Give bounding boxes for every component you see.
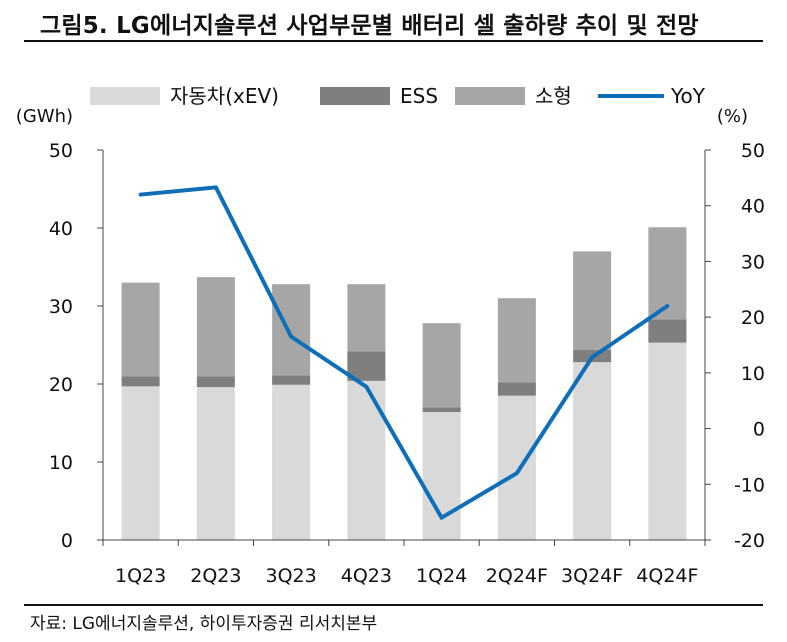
right-tick-label: -10 bbox=[734, 474, 765, 496]
x-tick-label: 4Q23 bbox=[341, 565, 392, 587]
right-tick-label: 10 bbox=[741, 363, 765, 385]
bar-small-4q23 bbox=[347, 284, 386, 352]
x-tick-label: 3Q23 bbox=[266, 565, 317, 587]
legend-ess-label: ESS bbox=[400, 84, 438, 108]
x-tick-label: 2Q23 bbox=[190, 565, 241, 587]
title-divider bbox=[24, 40, 763, 42]
bar-ess-2q23 bbox=[196, 376, 235, 388]
battery-shipment-chart: 0 10 20 30 40 50 -20 -10 0 10 20 30 40 50 1Q23 2Q23 3Q23… bbox=[16, 84, 765, 587]
chart-title: 그림5. LG에너지솔루션 사업부문별 배터리 셀 출하량 추이 및 전망 bbox=[40, 13, 699, 39]
bar-ess-2q24f bbox=[497, 382, 536, 396]
right-tick-label: 50 bbox=[741, 140, 765, 162]
source-divider bbox=[24, 604, 763, 606]
bar-ess-4q24f bbox=[648, 319, 687, 343]
bar-xev-2q24f bbox=[497, 395, 536, 540]
bar-small-1q23 bbox=[121, 282, 160, 377]
legend-xev-swatch bbox=[90, 87, 160, 105]
bar-xev-1q23 bbox=[121, 386, 160, 540]
bar-ess-1q23 bbox=[121, 376, 160, 387]
yoy-line-group bbox=[138, 185, 670, 520]
left-tick-label: 20 bbox=[49, 374, 73, 396]
bar-xev-2q23 bbox=[196, 387, 235, 540]
legend-yoy-label: YoY bbox=[670, 84, 706, 108]
right-axis-unit: (%) bbox=[717, 106, 748, 127]
bar-ess-4q23 bbox=[347, 351, 386, 381]
bar-ess-3q23 bbox=[272, 375, 311, 385]
legend-xev-label: 자동차(xEV) bbox=[170, 84, 279, 108]
bar-ess-1q24 bbox=[422, 407, 461, 413]
x-tick-label: 3Q24F bbox=[561, 565, 623, 587]
axes-group: 0 10 20 30 40 50 -20 -10 0 10 20 30 40 50 1Q23 2Q23 3Q23… bbox=[16, 106, 765, 587]
legend-small-label: 소형 bbox=[535, 84, 572, 108]
x-tick-label: 2Q24F bbox=[486, 565, 548, 587]
x-tick-label: 1Q24 bbox=[416, 565, 467, 587]
bar-small-3q24f bbox=[573, 251, 612, 350]
left-tick-label: 30 bbox=[49, 296, 73, 318]
bar-small-2q23 bbox=[196, 277, 235, 377]
bar-series-group bbox=[121, 227, 687, 540]
bar-xev-3q23 bbox=[272, 384, 311, 540]
x-tick-label: 1Q23 bbox=[115, 565, 166, 587]
bar-xev-4q24f bbox=[648, 342, 687, 540]
bar-small-1q24 bbox=[422, 323, 461, 408]
legend-ess-swatch bbox=[320, 87, 390, 105]
left-axis-unit: (GWh) bbox=[16, 106, 73, 127]
bar-xev-4q23 bbox=[347, 380, 386, 540]
legend-small-swatch bbox=[455, 87, 525, 105]
left-tick-label: 40 bbox=[49, 218, 73, 240]
right-tick-label: 0 bbox=[753, 419, 765, 441]
left-tick-label: 10 bbox=[49, 452, 73, 474]
left-tick-label: 0 bbox=[61, 530, 73, 552]
source-note: 자료: LG에너지솔루션, 하이투자증권 리서치본부 bbox=[30, 614, 378, 634]
bar-xev-3q24f bbox=[573, 362, 612, 540]
bar-xev-1q24 bbox=[422, 412, 461, 540]
right-tick-label: -20 bbox=[734, 530, 765, 552]
x-tick-label: 4Q24F bbox=[636, 565, 698, 587]
bar-small-3q23 bbox=[272, 284, 311, 376]
legend: 자동차(xEV) ESS 소형 YoY bbox=[90, 84, 706, 108]
bar-small-2q24f bbox=[497, 298, 536, 383]
right-tick-label: 20 bbox=[741, 307, 765, 329]
left-tick-label: 50 bbox=[49, 140, 73, 162]
right-tick-label: 30 bbox=[741, 251, 765, 273]
right-tick-label: 40 bbox=[741, 196, 765, 218]
bar-small-4q24f bbox=[648, 227, 687, 320]
yoy-line bbox=[138, 185, 670, 520]
